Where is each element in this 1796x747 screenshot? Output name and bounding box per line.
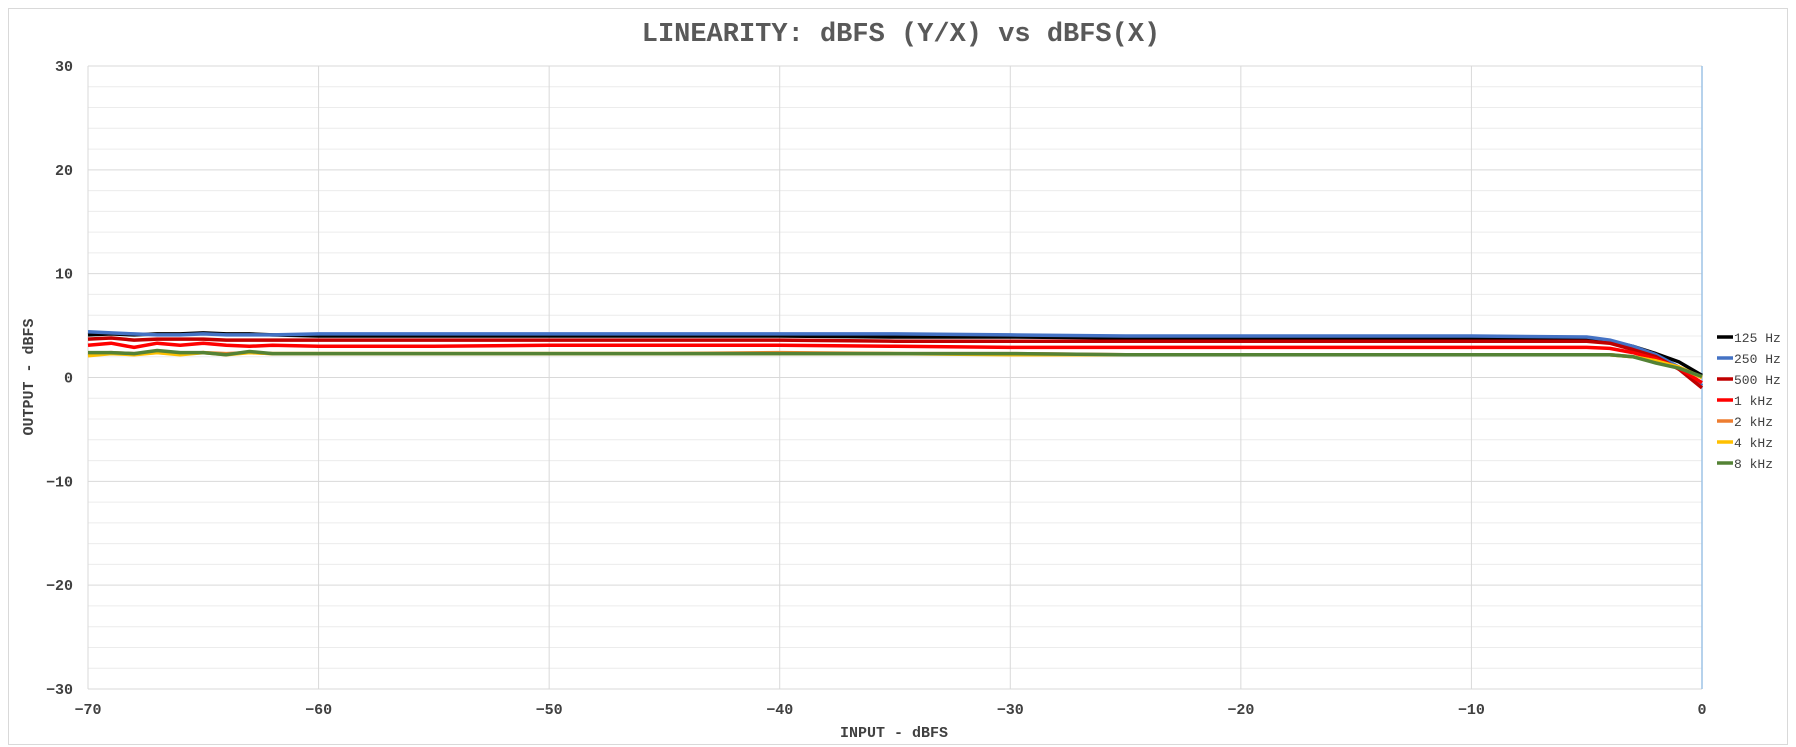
legend-label: 250 Hz	[1734, 352, 1781, 367]
series-line-1-khz	[87, 341, 1703, 385]
x-tick-label: −20	[1227, 702, 1254, 719]
y-tick-label: 10	[55, 267, 73, 284]
x-tick-label: −70	[74, 702, 101, 719]
series-lines	[87, 330, 1704, 390]
y-tick-label: 30	[55, 59, 73, 76]
x-tick-label: −40	[766, 702, 793, 719]
series-line-250-hz	[87, 330, 1704, 388]
legend-label: 4 kHz	[1734, 436, 1773, 451]
legend-label: 2 kHz	[1734, 415, 1773, 430]
chart-area	[8, 8, 1788, 745]
legend: 125 Hz 250 Hz 500 Hz 1 kHz 2 kHz 4 kHz 8 kHz	[1717, 331, 1781, 472]
y-tick-label: −20	[46, 578, 73, 595]
legend-label: 125 Hz	[1734, 331, 1781, 346]
y-axis-title: OUTPUT - dBFS	[21, 318, 38, 435]
y-tick-label: −30	[46, 682, 73, 699]
x-tick-label: 0	[1697, 702, 1706, 719]
series-line-8-khz	[88, 348, 1703, 379]
chart-title: LINEARITY: dBFS (Y/X) vs dBFS(X)	[642, 20, 1160, 50]
legend-label: 8 kHz	[1734, 457, 1773, 472]
x-tick-label: −10	[1458, 702, 1485, 719]
tick-labels: −70 −60 −50 −40 −30 −20 −10 0 −30 −20 −10 0 10 20 30	[46, 59, 1707, 719]
series-line-500-hz	[87, 336, 1704, 390]
x-tick-label: −50	[536, 702, 563, 719]
x-axis-title: INPUT - dBFS	[840, 725, 948, 742]
x-tick-label: −30	[997, 702, 1024, 719]
y-tick-label: −10	[46, 474, 73, 491]
y-tick-label: 0	[64, 371, 73, 388]
legend-label: 1 kHz	[1734, 394, 1773, 409]
legend-label: 500 Hz	[1734, 373, 1781, 388]
grid	[87, 65, 1703, 690]
y-tick-label: 20	[55, 163, 73, 180]
x-tick-label: −60	[305, 702, 332, 719]
